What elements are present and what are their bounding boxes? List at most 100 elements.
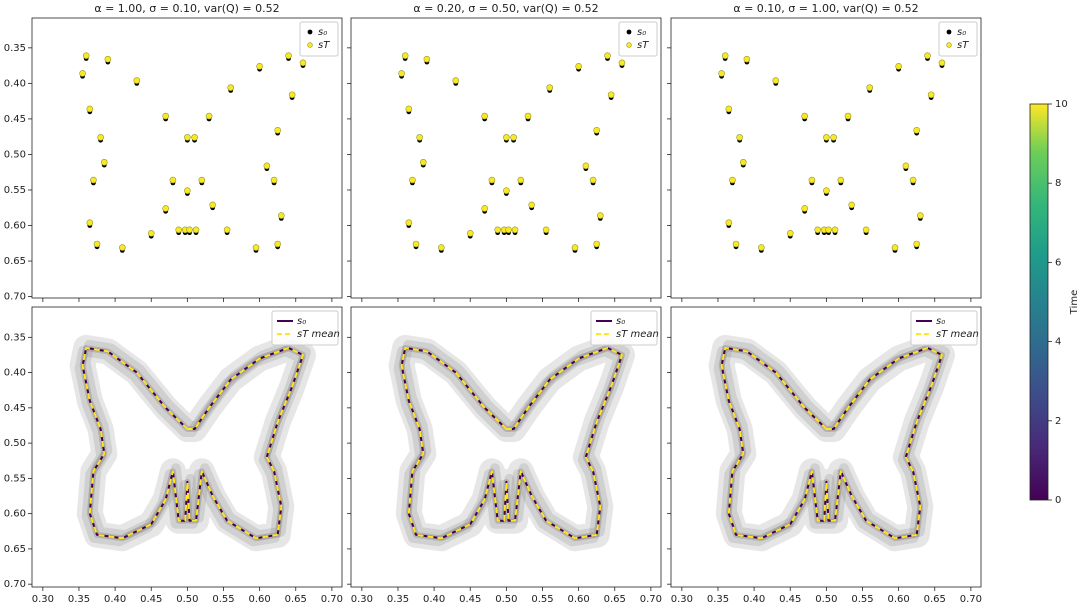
point [90, 176, 97, 184]
y-tick-label: 0.60 [4, 509, 26, 520]
x-tick-label: 0.40 [104, 594, 126, 605]
point [546, 84, 554, 91]
point [718, 70, 725, 77]
point [288, 91, 296, 99]
point [423, 55, 431, 63]
legend-marker [946, 29, 952, 35]
plot-area [708, 334, 955, 552]
series-line [81, 346, 304, 540]
point [184, 134, 191, 141]
legend-box [910, 310, 978, 346]
x-tick-label: 0.60 [887, 594, 909, 605]
point [274, 240, 281, 248]
point [409, 176, 416, 184]
point [401, 52, 409, 59]
y-tick-label: 0.50 [4, 149, 26, 160]
point [438, 244, 445, 251]
point [162, 205, 169, 212]
x-tick-label: 0.35 [387, 594, 409, 605]
colorbar-tick-label: 0 [1055, 495, 1061, 506]
colorbar-tick-label: 6 [1055, 257, 1061, 268]
y-tick-label: 0.40 [4, 78, 26, 89]
point [488, 176, 496, 184]
point [191, 134, 198, 141]
point [739, 158, 747, 166]
point [924, 52, 931, 59]
y-tick-label: 0.50 [4, 438, 26, 449]
point [618, 59, 626, 67]
point [510, 134, 517, 141]
legend-marker [946, 42, 952, 48]
point [844, 112, 852, 120]
point [205, 112, 213, 120]
point [86, 219, 94, 226]
legend-label: s₀ [637, 27, 646, 38]
point [274, 126, 281, 134]
panel: 0.30 0.35 0.40 0.45 0.50 0.55 0.60 0.65 0.70 0.35… [4, 306, 343, 605]
point [825, 226, 832, 234]
point [209, 201, 216, 209]
legend-label: s₀ [936, 316, 945, 327]
x-tick-label: 0.35 [707, 594, 729, 605]
point [481, 112, 488, 120]
x-tick-label: 0.55 [531, 594, 553, 605]
x-tick-label: 0.55 [212, 594, 234, 605]
y-tick-label: 0.70 [4, 292, 26, 303]
x-tick-label: 0.70 [321, 594, 343, 605]
point [503, 187, 510, 194]
point [938, 59, 946, 67]
y-tick-label: 0.35 [4, 43, 26, 54]
x-tick-label: 0.60 [567, 594, 589, 605]
legend-label: sT [637, 40, 649, 51]
point [169, 176, 177, 184]
point [823, 134, 830, 141]
point [285, 52, 292, 59]
x-tick-label: 0.65 [924, 594, 946, 605]
x-tick-label: 0.70 [960, 594, 982, 605]
point [575, 63, 582, 70]
point [252, 244, 260, 251]
x-tick-label: 0.45 [779, 594, 801, 605]
point [582, 162, 590, 170]
point [416, 134, 423, 141]
point [913, 240, 920, 248]
point [452, 77, 460, 84]
point [909, 176, 917, 184]
point [808, 176, 816, 184]
legend-marker [307, 29, 313, 35]
point [823, 187, 830, 194]
legend-marker [626, 29, 632, 35]
point [100, 158, 108, 166]
point [524, 112, 532, 120]
x-tick-label: 0.50 [495, 594, 517, 605]
legend-marker [626, 42, 632, 48]
y-tick-label: 0.65 [4, 256, 26, 267]
colorbar-label: Time [1069, 290, 1080, 315]
point [589, 176, 597, 184]
point [299, 59, 307, 67]
point [895, 63, 902, 70]
series-line [720, 346, 943, 540]
point [223, 226, 231, 234]
point [263, 162, 271, 170]
legend-label: s₀ [616, 316, 625, 327]
point [147, 230, 155, 237]
x-tick-label: 0.45 [140, 594, 162, 605]
sample-band [399, 339, 630, 541]
point [419, 158, 427, 166]
point [93, 240, 101, 248]
panel: 0.30 0.35 0.40 0.45 0.50 0.55 0.60 0.65 0.70 s₀ sT… [667, 306, 982, 605]
point [405, 219, 413, 226]
point [97, 134, 104, 141]
legend-label: sT mean [936, 329, 979, 340]
panel-frame [31, 17, 343, 299]
colorbar-tick-label: 10 [1055, 99, 1068, 110]
point [503, 134, 510, 141]
plot-area [398, 52, 626, 253]
y-tick-label: 0.55 [4, 185, 26, 196]
point [732, 240, 740, 248]
point [729, 176, 736, 184]
point [184, 187, 191, 194]
point [758, 244, 765, 251]
x-tick-label: 0.30 [351, 594, 373, 605]
